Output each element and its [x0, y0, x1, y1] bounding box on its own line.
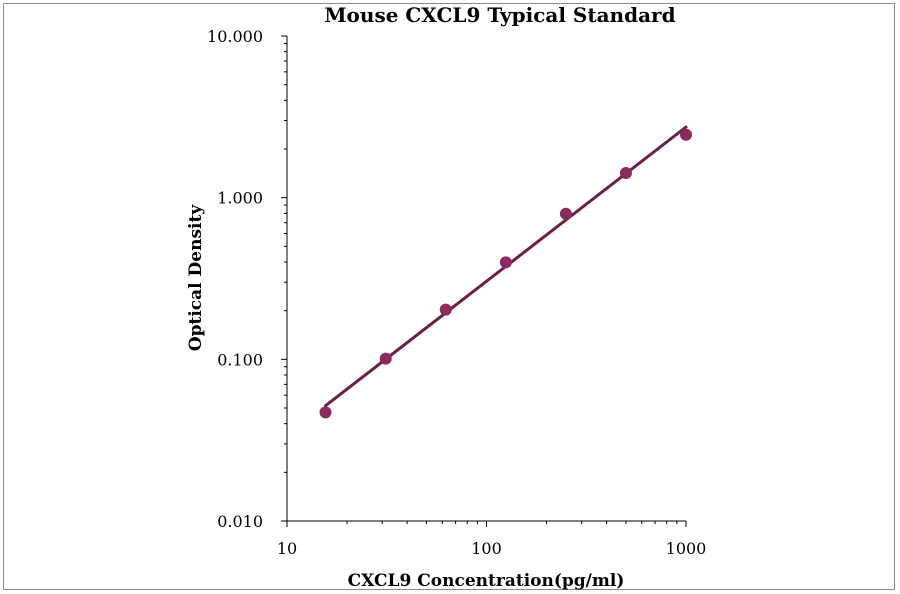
- data-point: [559, 207, 572, 220]
- y-tick-label: 10.000: [207, 27, 263, 46]
- data-point: [379, 352, 392, 365]
- tick-labels: 10.000 1.000 0.100 0.010 10 100 1000: [207, 27, 706, 558]
- data-point: [319, 406, 332, 419]
- x-tick-label: 1000: [666, 539, 707, 558]
- axes: [281, 35, 687, 527]
- data-point: [680, 128, 692, 141]
- chart-frame: [3, 3, 895, 590]
- data-point: [439, 303, 452, 316]
- y-tick-label: 1.000: [217, 189, 263, 208]
- y-axis-label: Optical Density: [186, 204, 206, 352]
- data-points: [319, 128, 692, 419]
- x-tick-label: 10: [277, 539, 297, 558]
- x-axis-label: CXCL9 Concentration(pg/ml): [348, 571, 625, 591]
- chart-title: Mouse CXCL9 Typical Standard: [324, 3, 675, 27]
- y-tick-label: 0.010: [217, 512, 263, 531]
- data-point: [619, 167, 632, 180]
- x-tick-label: 100: [471, 539, 502, 558]
- data-point: [499, 256, 512, 269]
- y-tick-label: 0.100: [217, 350, 263, 369]
